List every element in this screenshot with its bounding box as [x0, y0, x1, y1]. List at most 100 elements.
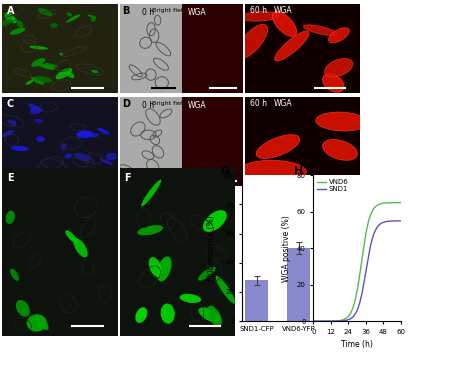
Ellipse shape [157, 257, 172, 281]
Text: B: B [122, 6, 130, 16]
Ellipse shape [35, 119, 43, 123]
SND1 [398, 219, 404, 223]
Text: WGA: WGA [274, 6, 292, 15]
VND6 [358, 265, 364, 270]
Ellipse shape [91, 70, 99, 73]
Ellipse shape [216, 276, 235, 304]
Ellipse shape [325, 58, 353, 77]
Ellipse shape [100, 158, 113, 165]
Ellipse shape [328, 28, 349, 43]
Ellipse shape [55, 68, 72, 79]
Ellipse shape [76, 131, 93, 138]
Line: VND6: VND6 [313, 203, 401, 321]
Legend: VND6, SND1: VND6, SND1 [317, 179, 349, 193]
Ellipse shape [26, 80, 33, 85]
Ellipse shape [135, 307, 147, 323]
X-axis label: Time (h): Time (h) [341, 341, 373, 349]
VND6 [353, 296, 358, 301]
Ellipse shape [9, 120, 16, 125]
Text: WGA: WGA [274, 99, 292, 108]
Text: E: E [7, 173, 14, 183]
SND1 [353, 311, 358, 316]
Ellipse shape [0, 19, 13, 27]
Y-axis label: Fluorescence (%): Fluorescence (%) [207, 215, 216, 281]
Ellipse shape [236, 24, 267, 59]
Ellipse shape [67, 12, 72, 16]
Ellipse shape [203, 210, 227, 232]
Ellipse shape [10, 269, 19, 281]
Text: WGA: WGA [188, 101, 207, 110]
Ellipse shape [31, 77, 45, 85]
Ellipse shape [37, 316, 48, 330]
Text: 0 h: 0 h [142, 8, 154, 17]
Ellipse shape [69, 171, 79, 176]
Text: H: H [294, 166, 303, 176]
Text: G: G [221, 166, 230, 176]
SND1 [363, 271, 368, 276]
Y-axis label: WGA positive (%): WGA positive (%) [282, 215, 291, 281]
Ellipse shape [256, 135, 300, 158]
Ellipse shape [65, 230, 78, 243]
Ellipse shape [7, 120, 17, 126]
Ellipse shape [29, 46, 48, 50]
Text: WGA: WGA [188, 8, 207, 17]
Ellipse shape [4, 12, 13, 18]
Ellipse shape [17, 20, 23, 28]
Ellipse shape [240, 12, 280, 21]
VND6 [352, 299, 358, 303]
Ellipse shape [30, 107, 41, 115]
Text: A: A [7, 6, 15, 16]
Ellipse shape [141, 180, 161, 207]
Ellipse shape [180, 294, 201, 303]
Ellipse shape [38, 64, 55, 70]
Ellipse shape [75, 153, 91, 161]
Text: 60 h: 60 h [250, 6, 267, 15]
SND1 [358, 296, 364, 301]
Ellipse shape [90, 133, 99, 138]
Ellipse shape [64, 154, 72, 158]
Ellipse shape [137, 225, 163, 235]
SND1 [352, 312, 358, 316]
Bar [246, 280, 268, 321]
Ellipse shape [149, 257, 162, 277]
Ellipse shape [50, 23, 58, 28]
Ellipse shape [55, 171, 71, 175]
Text: 60 h: 60 h [250, 99, 267, 108]
VND6 [383, 201, 388, 205]
Ellipse shape [0, 130, 15, 137]
SND1 [396, 219, 402, 223]
Ellipse shape [161, 304, 175, 324]
Ellipse shape [10, 28, 26, 35]
Ellipse shape [66, 72, 74, 78]
Ellipse shape [97, 128, 110, 135]
Ellipse shape [36, 136, 45, 142]
Text: C: C [7, 99, 14, 109]
Ellipse shape [322, 139, 357, 160]
Ellipse shape [38, 8, 53, 16]
Ellipse shape [208, 306, 222, 327]
Ellipse shape [17, 174, 28, 181]
Ellipse shape [239, 160, 306, 183]
Ellipse shape [45, 63, 58, 68]
VND6 [398, 200, 404, 205]
Ellipse shape [274, 31, 309, 61]
Ellipse shape [322, 74, 344, 92]
Ellipse shape [0, 173, 14, 181]
Ellipse shape [91, 17, 96, 22]
Ellipse shape [106, 153, 118, 160]
Ellipse shape [66, 14, 81, 23]
VND6 [396, 200, 402, 205]
Ellipse shape [59, 53, 64, 56]
Ellipse shape [5, 15, 17, 23]
Ellipse shape [31, 58, 46, 67]
SND1 [310, 319, 316, 323]
Bar [287, 248, 310, 321]
Text: Bright field: Bright field [152, 8, 187, 13]
Text: Bright field: Bright field [152, 101, 187, 106]
Ellipse shape [16, 300, 30, 317]
Ellipse shape [61, 143, 67, 150]
Ellipse shape [273, 11, 297, 36]
Ellipse shape [35, 76, 53, 82]
Ellipse shape [88, 15, 97, 18]
VND6 [363, 234, 368, 238]
